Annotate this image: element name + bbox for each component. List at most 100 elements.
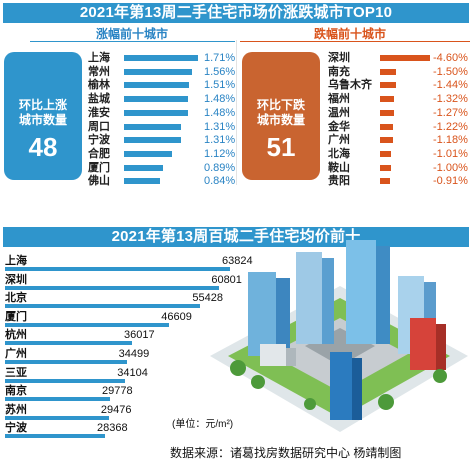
fall-row: 金华 -1.22% <box>328 120 470 134</box>
avg-city-label: 南京 <box>5 385 27 398</box>
avg-price-value: 60801 <box>211 273 242 286</box>
rise-value-label: 1.56% <box>204 65 236 78</box>
fall-bar <box>380 150 391 157</box>
avg-price-row: 三亚 34104 <box>5 366 245 383</box>
rise-count-value: 48 <box>28 132 58 162</box>
fall-city-label: 深圳 <box>328 52 350 64</box>
avg-price-value: 29476 <box>100 403 132 416</box>
avg-price-bar <box>5 434 105 439</box>
rise-row: 周口 1.31% <box>88 120 238 134</box>
fall-row: 乌鲁木齐 -1.44% <box>328 78 470 92</box>
fall-city-label: 北海 <box>328 147 350 160</box>
avg-price-row: 苏州 29476 <box>5 403 245 420</box>
avg-price-value: 34499 <box>118 348 150 360</box>
fall-value-label: -1.00% <box>433 161 468 174</box>
rise-city-label: 佛山 <box>88 175 110 188</box>
fall-bar <box>380 82 396 89</box>
fall-bar <box>380 68 397 75</box>
avg-price-bar <box>5 415 109 420</box>
rise-value-label: 1.51% <box>204 79 236 92</box>
fall-row: 南充 -1.50% <box>328 65 470 79</box>
rise-value-label: 1.48% <box>204 106 236 119</box>
rise-city-label: 淮安 <box>88 106 110 119</box>
fall-count-value: 51 <box>266 132 296 162</box>
fall-city-label: 南充 <box>328 65 350 78</box>
avg-price-bar <box>5 322 170 327</box>
rise-city-label: 榆林 <box>88 79 110 92</box>
rise-row: 常州 1.56% <box>88 65 238 79</box>
rise-subtitle-rule <box>30 41 235 42</box>
fall-row: 广州 -1.18% <box>328 133 470 147</box>
avg-price-row: 深圳 60801 <box>5 273 245 290</box>
building-left-tall-side <box>276 278 290 356</box>
fall-city-label: 鞍山 <box>328 161 350 174</box>
city-buildings-illustration <box>210 240 468 432</box>
fall-city-label: 福州 <box>328 93 350 106</box>
fall-city-label: 贵阳 <box>328 175 350 188</box>
avg-price-row: 广州 34499 <box>5 347 245 364</box>
building-front-tower-side <box>352 358 362 420</box>
rise-row: 盐城 1.48% <box>88 92 238 106</box>
rise-bar <box>124 96 189 103</box>
fall-bar <box>380 109 394 116</box>
rise-row: 宁波 1.31% <box>88 133 238 147</box>
fall-value-label: -1.18% <box>433 134 468 147</box>
rise-row: 榆林 1.51% <box>88 78 238 92</box>
fall-value-label: -1.44% <box>433 79 468 92</box>
building-left-tall <box>248 272 276 356</box>
fall-value-label: -1.01% <box>433 147 468 160</box>
building-red-right <box>410 318 436 370</box>
fall-bar <box>380 55 430 61</box>
avg-price-row: 宁波 28368 <box>5 421 245 439</box>
fall-city-label: 乌鲁木齐 <box>328 79 372 92</box>
avg-price-row: 杭州 36017 <box>5 328 245 346</box>
fall-bar <box>380 123 394 130</box>
building-center-tall-side <box>376 246 390 344</box>
tree-4 <box>433 369 447 383</box>
avg-price-row: 南京 29778 <box>5 384 245 402</box>
building-center-left <box>296 252 322 344</box>
fall-row: 福州 -1.32% <box>328 92 470 106</box>
rise-city-label: 盐城 <box>88 93 110 106</box>
rise-value-label: 1.12% <box>204 147 236 160</box>
avg-price-bar <box>5 285 220 290</box>
fall-bar <box>380 137 393 144</box>
avg-city-label: 厦门 <box>5 310 27 323</box>
fall-bar <box>380 164 391 171</box>
rise-row: 淮安 1.48% <box>88 106 238 120</box>
fall-subtitle: 跌幅前十城市 <box>313 27 386 41</box>
avg-price-value: 34104 <box>117 366 148 379</box>
avg-price-row: 厦门 46609 <box>5 310 245 327</box>
fall-row: 温州 -1.27% <box>328 106 470 120</box>
avg-city-label: 三亚 <box>5 366 27 379</box>
avg-price-bar <box>5 304 201 309</box>
rise-bar <box>124 123 181 130</box>
rise-bar <box>124 150 173 157</box>
center-divider <box>236 40 237 185</box>
rise-bar <box>124 55 198 61</box>
fall-bar <box>380 178 390 185</box>
low-building-left-side <box>286 348 296 366</box>
avg-price-value: 28368 <box>97 422 128 435</box>
rise-value-label: 0.84% <box>204 175 236 188</box>
rise-city-label: 宁波 <box>88 134 110 147</box>
source-credit: 数据来源：诸葛找房数据研究中心 杨靖制图 <box>170 446 402 460</box>
rise-count-label-line2: 城市数量 <box>18 113 67 127</box>
fall-value-label: -1.50% <box>433 65 468 78</box>
building-red-right-side <box>436 324 446 370</box>
unit-label: (单位：元/m²) <box>172 419 234 430</box>
rise-row: 合肥 1.12% <box>88 147 238 161</box>
rise-bar <box>124 164 163 171</box>
tree-5 <box>304 398 316 410</box>
fall-count-label: 环比下跌 城市数量 <box>242 98 320 128</box>
fall-value-label: -1.27% <box>433 106 468 119</box>
tree-2 <box>251 375 265 389</box>
avg-city-label: 北京 <box>5 292 27 305</box>
avg-price-value: 63824 <box>222 255 253 267</box>
rise-subtitle: 涨幅前十城市 <box>95 27 168 41</box>
avg-price-bar <box>5 341 132 346</box>
low-building-left <box>260 344 286 366</box>
fall-row: 北海 -1.01% <box>328 147 470 161</box>
rise-city-label: 上海 <box>88 52 110 64</box>
